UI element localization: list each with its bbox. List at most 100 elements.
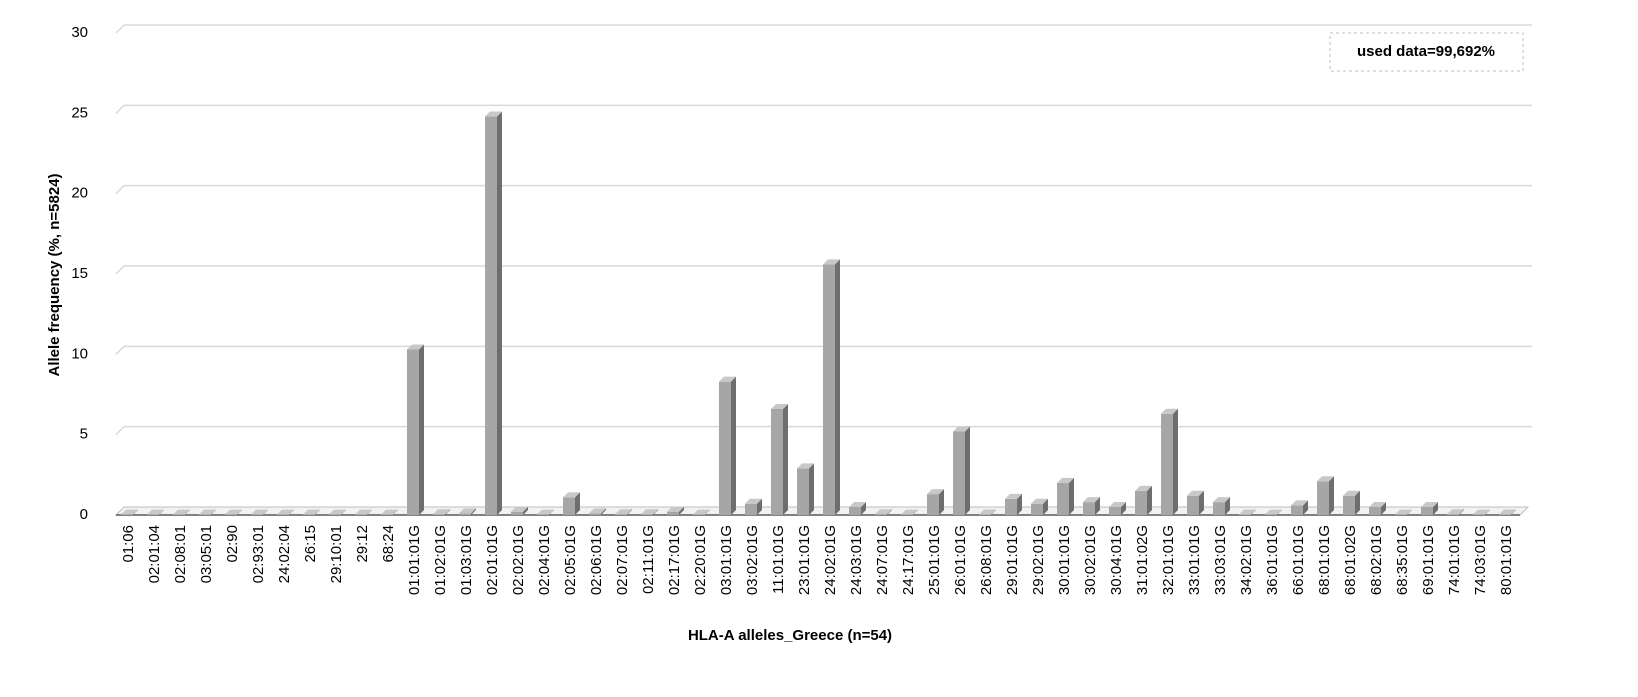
bar: [745, 504, 757, 515]
y-tick-label: 15: [71, 265, 88, 282]
x-tick-label: 74:03:01G: [1472, 525, 1489, 595]
y-tick-label: 20: [71, 185, 88, 202]
x-tick-label: 66:01:01G: [1290, 525, 1307, 595]
bar: [1187, 496, 1199, 515]
bar: [511, 512, 523, 515]
bar: [953, 431, 965, 515]
bar: [1317, 481, 1329, 515]
bar: [1031, 504, 1043, 515]
grid-line: [116, 186, 124, 194]
bar: [1213, 502, 1225, 515]
x-tick-label: 01:01:01G: [406, 525, 423, 595]
x-tick-label: 26:15: [302, 525, 319, 563]
x-tick-label: 02:05:01G: [562, 525, 579, 595]
bar: [771, 409, 783, 515]
x-tick-label: 03:05:01: [198, 525, 215, 583]
x-tick-label: 69:01:01G: [1420, 525, 1437, 595]
bar-side: [419, 345, 424, 515]
x-tick-label: 68:01:01G: [1316, 525, 1333, 595]
x-tick-label: 30:02:01G: [1082, 525, 1099, 595]
x-tick-label: 24:02:01G: [822, 525, 839, 595]
x-tick-label: 34:02:01G: [1238, 525, 1255, 595]
grid-line: [116, 266, 124, 274]
bar: [823, 264, 835, 515]
floor: [116, 507, 1528, 515]
bar: [563, 497, 575, 515]
x-tick-label: 02:90: [224, 525, 241, 563]
x-tick-label: 02:04:01G: [536, 525, 553, 595]
bar-side: [1173, 409, 1178, 515]
x-tick-label: 80:01:01G: [1498, 525, 1515, 595]
x-tick-label: 26:01:01G: [952, 525, 969, 595]
bar-side: [783, 404, 788, 515]
bar: [875, 514, 887, 515]
x-tick-label: 68:01:02G: [1342, 525, 1359, 595]
x-tick-label: 31:01:02G: [1134, 525, 1151, 595]
x-tick-label: 29:01:01G: [1004, 525, 1021, 595]
x-tick-label: 68:35:01G: [1394, 525, 1411, 595]
bar-side: [835, 259, 840, 515]
x-tick-label: 02:02:01G: [510, 525, 527, 595]
bar: [1057, 483, 1069, 515]
x-tick-label: 02:20:01G: [692, 525, 709, 595]
bar: [641, 514, 653, 515]
x-tick-label: 68:02:01G: [1368, 525, 1385, 595]
x-tick-label: 01:06: [120, 525, 137, 563]
bar: [1291, 505, 1303, 515]
y-tick-label: 25: [71, 104, 88, 121]
x-tick-label: 11:01:01G: [770, 525, 787, 594]
x-tick-label: 74:01:01G: [1446, 525, 1463, 595]
x-tick-label: 30:04:01G: [1108, 525, 1125, 595]
x-tick-label: 03:01:01G: [718, 525, 735, 595]
bar-side: [497, 112, 502, 515]
x-tick-label: 25:01:01G: [926, 525, 943, 595]
bar: [433, 514, 445, 515]
x-tick-label: 02:17:01G: [666, 525, 683, 595]
bar: [407, 350, 419, 515]
grid-line: [116, 346, 124, 354]
x-tick-label: 02:06:01G: [588, 525, 605, 595]
x-tick-label: 03:02:01G: [744, 525, 761, 595]
bar-side: [1147, 486, 1152, 515]
x-tick-label: 30:01:01G: [1056, 525, 1073, 595]
grid-line: [116, 427, 124, 435]
x-tick-label: 02:08:01: [172, 525, 189, 583]
x-tick-label: 36:01:01G: [1264, 525, 1281, 595]
y-tick-label: 30: [71, 24, 88, 41]
bar: [797, 468, 809, 515]
annotation: used data=99,692%: [1357, 43, 1495, 60]
x-tick-label: 23:01:01G: [796, 525, 813, 595]
bar: [459, 513, 471, 515]
x-tick-label: 68:24: [380, 525, 397, 563]
bar: [1083, 502, 1095, 515]
bar-side: [809, 463, 814, 515]
x-tick-label: 24:02:04: [276, 525, 293, 583]
bar: [615, 514, 627, 515]
y-axis-title: Allele frequency (%, n=5824): [46, 173, 63, 376]
bar: [1109, 507, 1121, 515]
y-tick-label: 10: [71, 345, 88, 362]
bar: [1005, 499, 1017, 515]
x-tick-label: 32:01:01G: [1160, 525, 1177, 595]
bar: [485, 117, 497, 515]
grid-line: [116, 25, 124, 33]
bar: [1421, 507, 1433, 515]
bar: [1161, 414, 1173, 515]
x-tick-label: 02:11:01G: [640, 525, 657, 594]
x-tick-label: 33:03:01G: [1212, 525, 1229, 595]
bar: [1447, 514, 1459, 515]
x-tick-label: 02:01:01G: [484, 525, 501, 595]
bar: [719, 382, 731, 515]
bar: [1135, 491, 1147, 515]
bar: [1343, 496, 1355, 515]
x-tick-label: 01:02:01G: [432, 525, 449, 595]
x-tick-label: 24:03:01G: [848, 525, 865, 595]
y-tick-label: 0: [80, 506, 88, 523]
x-tick-label: 02:07:01G: [614, 525, 631, 595]
bar: [1369, 507, 1381, 515]
x-tick-label: 26:08:01G: [978, 525, 995, 595]
bar: [849, 507, 861, 515]
bar: [667, 512, 679, 515]
y-tick-label: 5: [80, 426, 88, 443]
